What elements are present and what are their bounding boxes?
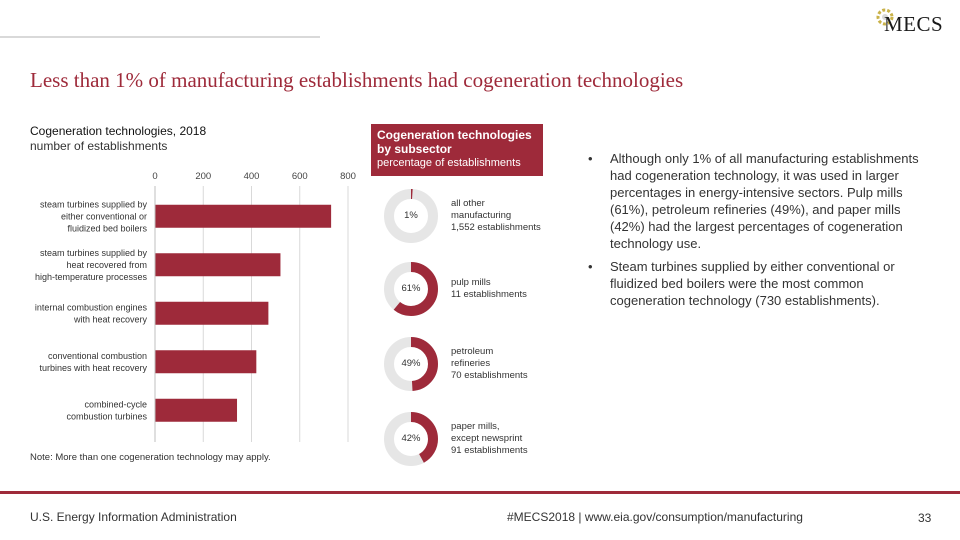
donut-chart: 61% — [381, 259, 441, 319]
key-findings: • Although only 1% of all manufacturing … — [588, 150, 928, 315]
bullet-text: Steam turbines supplied by either conven… — [610, 259, 895, 308]
donut-category-label-line: pulp mills — [451, 277, 491, 288]
footer-divider — [0, 491, 960, 494]
bar — [155, 350, 257, 374]
donut-chart: 1% — [381, 186, 441, 246]
donut-slice — [384, 189, 438, 243]
category-label: steam turbines supplied by heat recovered… — [35, 248, 148, 282]
donut-category-label-line: petroleum — [451, 346, 494, 357]
donut-category-label-line: 1,552 establishments — [451, 222, 541, 233]
category-label: combined-cycle combustion turbines — [66, 399, 147, 421]
bar-chart-title: Cogeneration technologies, 2018 — [30, 124, 207, 138]
donut-category-label: all other manufacturing 1,552 establishmen… — [451, 198, 561, 234]
donut-percent-label: 42% — [401, 433, 421, 444]
category-label: conventional combustion turbines with hea… — [39, 351, 147, 373]
donut-slice — [384, 337, 438, 391]
bullet-marker: • — [588, 151, 593, 166]
category-label-line: steam turbines supplied by — [40, 199, 148, 209]
category-label-line: heat recovered from — [66, 260, 147, 270]
donut-category-label: pulp mills 11 establishments — [451, 277, 561, 301]
x-tick-label: 0 — [152, 171, 157, 182]
bar-chart-subtitle: number of establishments — [30, 139, 168, 153]
x-tick-label: 200 — [195, 171, 211, 182]
bullet-marker: • — [588, 259, 593, 274]
donut-percent-label: 61% — [401, 283, 421, 294]
category-label-line: internal combustion engines — [35, 302, 148, 312]
donut-slice — [384, 412, 438, 466]
donut-category-label: petroleum refineries 70 establishments — [451, 346, 561, 382]
bullet-text: Although only 1% of all manufacturing es… — [610, 151, 919, 251]
category-label-line: steam turbines supplied by — [40, 248, 148, 258]
donut-ring — [384, 412, 438, 466]
bar-chart: 0 200 400 600 800 steam turbines supplied by e… — [35, 171, 356, 442]
bar — [155, 253, 281, 277]
donut-category-label-line: 70 establishments — [451, 370, 528, 381]
donut-percent-label: 49% — [401, 358, 421, 369]
category-label-line: high-temperature processes — [35, 272, 148, 282]
donut-ring — [384, 337, 438, 391]
x-tick-label: 800 — [340, 171, 356, 182]
donut-category-label-line: manufacturing — [451, 210, 512, 221]
donut-panel-header: Cogeneration technologies by subsector p… — [371, 124, 543, 176]
category-label-line: with heat recovery — [73, 314, 148, 324]
category-label: internal combustion engines with heat rec… — [35, 302, 148, 324]
bullet-item: • Although only 1% of all manufacturing … — [588, 150, 928, 252]
donut-panel-title-line1: Cogeneration technologies — [377, 128, 532, 142]
footer-source: U.S. Energy Information Administration — [30, 510, 237, 524]
category-label-line: combustion turbines — [66, 411, 147, 421]
bullet-item: • Steam turbines supplied by either conv… — [588, 258, 928, 309]
page-number: 33 — [918, 511, 932, 525]
donut-ring — [384, 262, 438, 316]
donut-panel-subtitle: percentage of establishments — [377, 157, 521, 169]
donut-category-label-line: except newsprint — [451, 433, 523, 444]
donut-percent-label: 1% — [404, 210, 418, 221]
donut-category-label-line: paper mills, — [451, 421, 500, 432]
x-tick-label: 600 — [292, 171, 308, 182]
donut-ring — [384, 189, 438, 243]
donut-category-label-line: refineries — [451, 358, 491, 369]
donut-panel-title-line2: by subsector — [377, 142, 452, 156]
category-label-line: fluidized bed boilers — [67, 223, 147, 233]
category-label: steam turbines supplied by either convent… — [40, 199, 148, 233]
donut-chart: 42% — [381, 409, 441, 469]
donut-category-label: paper mills, except newsprint 91 establish… — [451, 421, 561, 457]
donut-chart: 49% — [381, 334, 441, 394]
bar — [155, 204, 332, 228]
chart-note: Note: More than one cogeneration technol… — [30, 452, 271, 463]
header-divider — [0, 36, 320, 38]
category-label-line: either conventional or — [61, 211, 147, 221]
category-label-line: combined-cycle — [84, 399, 147, 409]
footer-link[interactable]: #MECS2018 | www.eia.gov/consumption/manu… — [507, 510, 803, 524]
donut-category-label-line: 91 establishments — [451, 445, 528, 456]
donut-category-label-line: 11 establishments — [451, 289, 527, 300]
category-label-line: conventional combustion — [48, 351, 147, 361]
bar — [155, 301, 269, 325]
category-label-line: turbines with heat recovery — [39, 363, 147, 373]
logo-text: MECS — [884, 12, 944, 36]
logo-gear-icon — [876, 8, 894, 26]
x-tick-label: 400 — [244, 171, 260, 182]
donut-slice — [384, 262, 438, 316]
donut-category-label-line: all other — [451, 198, 485, 209]
bar — [155, 398, 238, 422]
slide-title: Less than 1% of manufacturing establishm… — [30, 68, 684, 92]
